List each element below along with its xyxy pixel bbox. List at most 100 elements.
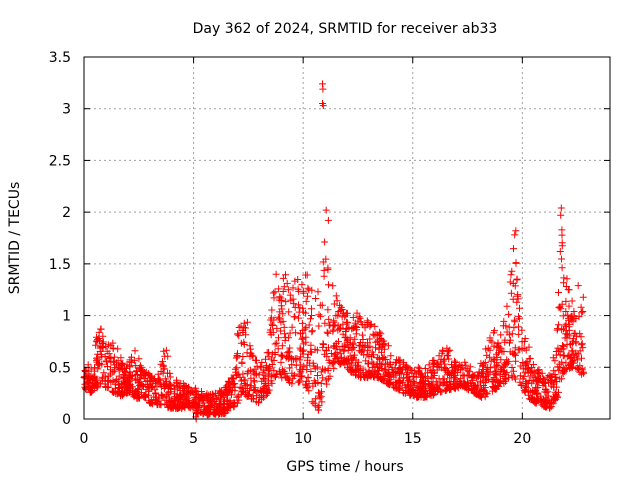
data-point [356,342,364,350]
data-point [163,390,171,398]
data-point [451,357,459,365]
data-point [555,289,562,296]
data-point [327,350,335,357]
data-point [99,340,107,348]
data-point [277,327,285,335]
data-point [331,344,339,352]
data-point [304,284,312,292]
data-point [109,357,117,365]
data-point [321,238,329,246]
data-point [284,286,292,294]
data-point [164,352,172,360]
data-point [502,322,510,330]
data-point [377,330,385,338]
data-point [334,326,342,334]
data-point [81,380,89,388]
data-point [552,374,560,381]
y-tick-label: 0.5 [49,360,71,376]
data-point [95,328,103,336]
data-point [211,409,219,417]
data-point [348,343,356,351]
data-point [311,379,319,387]
data-point [503,356,511,364]
data-point [95,360,103,367]
data-point [156,376,164,384]
data-point [243,381,251,389]
data-point [447,372,455,379]
data-point [437,388,444,396]
data-point [247,345,254,353]
data-point [135,355,143,363]
data-point [312,295,320,302]
data-point [557,305,565,313]
data-point [315,322,323,330]
data-point [289,284,297,292]
data-point [356,314,364,322]
data-point [237,322,245,330]
data-point [378,336,386,344]
data-point [381,340,389,348]
data-point [319,258,327,266]
data-point [407,390,415,398]
data-point [486,336,494,344]
data-point [297,368,305,376]
data-point [366,335,374,343]
data-point [384,342,392,350]
data-point [85,385,93,393]
data-point [383,360,391,368]
data-point [319,85,327,93]
data-point [365,352,373,360]
data-point [308,327,316,335]
data-point [302,297,310,305]
data-point [516,304,523,312]
data-point [555,388,562,396]
data-point [118,391,126,399]
data-point [320,341,327,348]
data-point [556,303,564,311]
data-point [164,389,172,397]
data-point [324,375,332,383]
data-point [512,357,520,365]
data-point [418,384,426,392]
data-point [369,330,377,338]
data-point [291,313,299,321]
data-point [146,399,153,407]
data-point [471,382,479,389]
data-point [558,326,566,334]
data-point [497,377,504,385]
data-point [532,399,540,407]
data-point [521,337,529,345]
data-point [244,392,252,400]
data-point [520,372,528,380]
data-point [258,387,265,395]
data-point [579,293,587,301]
data-point [437,364,445,372]
data-point [343,338,351,346]
data-point [537,397,545,405]
y-tick-label: 2.5 [49,153,71,169]
data-point [263,349,271,357]
data-point [344,335,352,343]
data-point [239,387,247,395]
data-point [574,282,582,290]
data-point [510,367,517,375]
data-point [91,364,98,372]
data-point [498,365,505,373]
data-point [408,369,416,377]
data-point [173,378,180,386]
data-point [414,363,422,371]
data-point [551,371,559,378]
data-point [126,356,134,364]
data-point [509,280,517,287]
data-point [404,389,412,397]
data-point [148,376,156,384]
data-point [324,306,332,314]
data-point [269,289,277,297]
data-point [84,370,92,378]
data-point [285,308,293,316]
data-point [130,393,138,401]
data-point [566,352,574,360]
data-point [264,367,272,375]
data-point [568,297,576,305]
